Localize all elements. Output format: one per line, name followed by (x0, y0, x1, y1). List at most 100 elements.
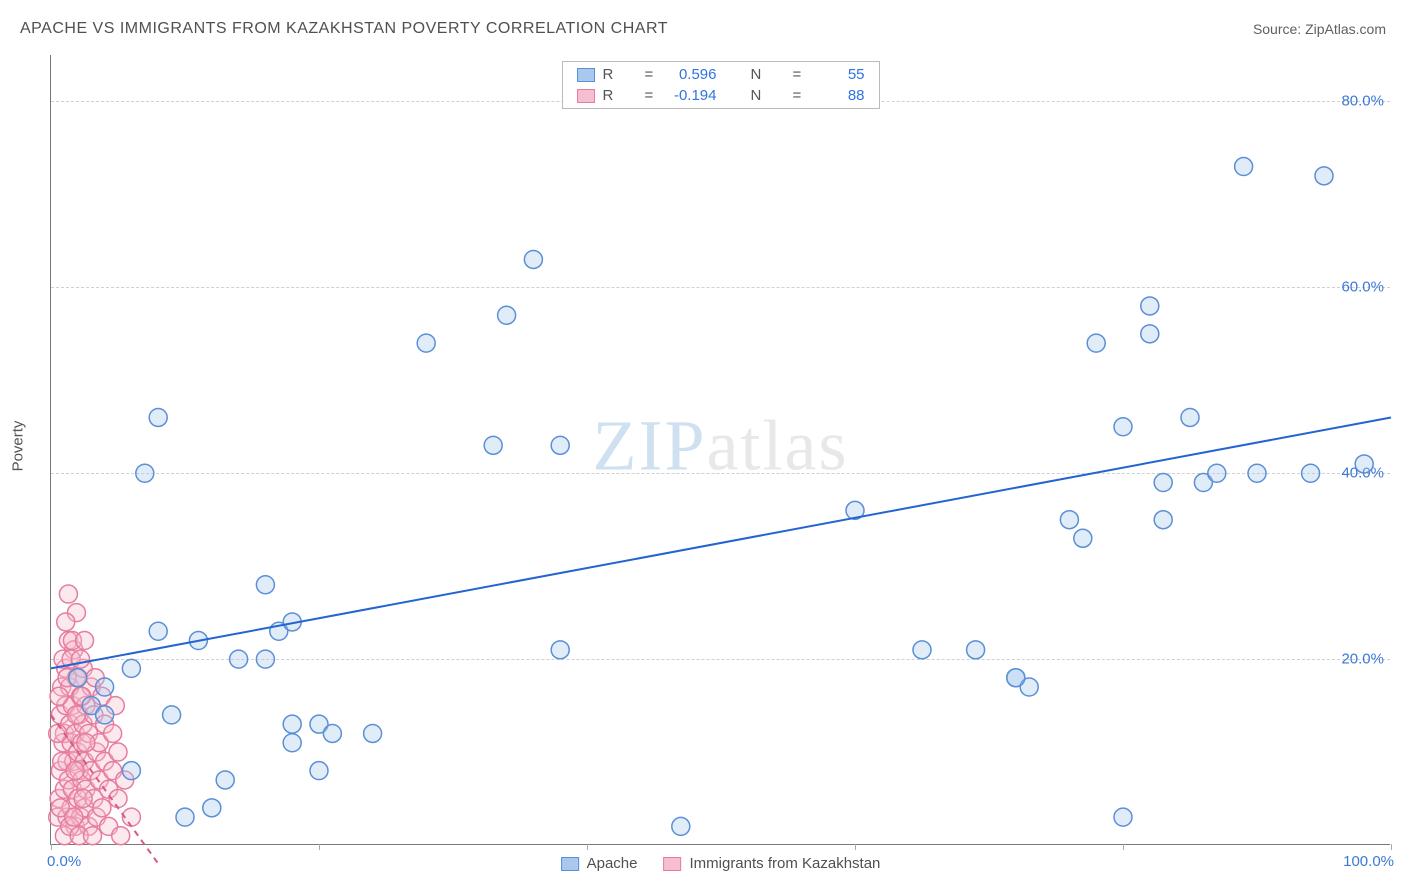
data-point (216, 771, 234, 789)
series-legend-item: Apache (561, 855, 638, 872)
correlation-legend: R = 0.596 N = 55 R = -0.194 N = 88 (562, 61, 880, 109)
data-point (57, 613, 75, 631)
chart-header: APACHE VS IMMIGRANTS FROM KAZAKHSTAN POV… (20, 20, 1386, 38)
scatter-plot-svg (51, 55, 1390, 844)
data-point (109, 743, 127, 761)
data-point (484, 436, 502, 454)
chart-source: Source: ZipAtlas.com (1253, 21, 1386, 37)
data-point (69, 669, 87, 687)
data-point (1114, 418, 1132, 436)
data-point (122, 762, 140, 780)
data-point (1141, 325, 1159, 343)
data-point (84, 827, 102, 845)
data-point (96, 706, 114, 724)
legend-r-label: R (603, 87, 637, 104)
data-point (65, 808, 83, 826)
series-legend-item: Immigrants from Kazakhstan (663, 855, 880, 872)
legend-swatch (561, 857, 579, 871)
data-point (283, 715, 301, 733)
data-point (1060, 511, 1078, 529)
legend-n-value: 55 (815, 66, 865, 83)
data-point (149, 622, 167, 640)
data-point (283, 734, 301, 752)
data-point (104, 724, 122, 742)
data-point (71, 650, 89, 668)
legend-eq: = (793, 66, 807, 83)
data-point (1154, 511, 1172, 529)
data-point (176, 808, 194, 826)
x-tick (855, 844, 856, 850)
data-point (122, 659, 140, 677)
data-point (1154, 474, 1172, 492)
data-point (1248, 464, 1266, 482)
legend-row: R = 0.596 N = 55 (563, 64, 879, 85)
data-point (551, 436, 569, 454)
data-point (66, 762, 84, 780)
legend-n-label: N (751, 66, 785, 83)
x-tick (319, 844, 320, 850)
x-tick (1391, 844, 1392, 850)
data-point (913, 641, 931, 659)
data-point (1087, 334, 1105, 352)
data-point (77, 734, 95, 752)
legend-r-value: 0.596 (667, 66, 717, 83)
legend-eq: = (793, 87, 807, 104)
legend-n-value: 88 (815, 87, 865, 104)
data-point (230, 650, 248, 668)
data-point (74, 790, 92, 808)
data-point (1007, 669, 1025, 687)
x-axis-max-label: 100.0% (1343, 853, 1394, 870)
x-tick (51, 844, 52, 850)
x-tick (587, 844, 588, 850)
series-name: Apache (587, 855, 638, 872)
data-point (50, 687, 68, 705)
data-point (310, 762, 328, 780)
x-axis-min-label: 0.0% (47, 853, 81, 870)
legend-swatch (577, 68, 595, 82)
data-point (364, 724, 382, 742)
legend-swatch (663, 857, 681, 871)
data-point (417, 334, 435, 352)
legend-eq: = (645, 66, 659, 83)
x-tick (1123, 844, 1124, 850)
legend-row: R = -0.194 N = 88 (563, 85, 879, 106)
legend-eq: = (645, 87, 659, 104)
data-point (136, 464, 154, 482)
source-value: ZipAtlas.com (1305, 21, 1386, 37)
data-point (76, 632, 94, 650)
data-point (551, 641, 569, 659)
data-point (1074, 529, 1092, 547)
data-point (1355, 455, 1373, 473)
data-point (203, 799, 221, 817)
data-point (163, 706, 181, 724)
chart-plot-area: ZIPatlas 20.0%40.0%60.0%80.0% R=0.596N=5… (50, 55, 1390, 845)
data-point (1141, 297, 1159, 315)
legend-r-label: R (603, 66, 637, 83)
data-point (149, 408, 167, 426)
y-axis-label: Poverty (10, 421, 27, 472)
data-point (1302, 464, 1320, 482)
source-label: Source: (1253, 21, 1305, 37)
data-point (112, 827, 130, 845)
series-name: Immigrants from Kazakhstan (689, 855, 880, 872)
data-point (498, 306, 516, 324)
series-legend: Apache Immigrants from Kazakhstan (561, 855, 881, 872)
data-point (256, 576, 274, 594)
legend-swatch (577, 89, 595, 103)
data-point (1208, 464, 1226, 482)
chart-title: APACHE VS IMMIGRANTS FROM KAZAKHSTAN POV… (20, 20, 668, 38)
data-point (93, 799, 111, 817)
data-point (323, 724, 341, 742)
data-point (1235, 158, 1253, 176)
data-point (96, 678, 114, 696)
data-point (1315, 167, 1333, 185)
data-point (967, 641, 985, 659)
data-point (59, 585, 77, 603)
data-point (672, 817, 690, 835)
data-point (524, 250, 542, 268)
data-point (256, 650, 274, 668)
regression-line (51, 417, 1391, 668)
legend-r-value: -0.194 (667, 87, 717, 104)
legend-n-label: N (751, 87, 785, 104)
data-point (1114, 808, 1132, 826)
